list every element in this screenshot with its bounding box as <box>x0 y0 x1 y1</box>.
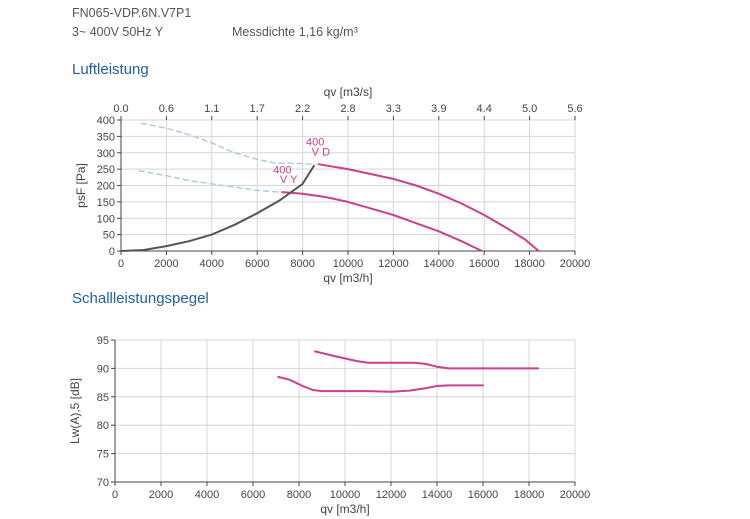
chart-title-schallleistungspegel: Schallleistungspegel <box>72 290 209 307</box>
chart2-x-tick-label: 14000 <box>422 489 453 501</box>
chart1-series-line-4 <box>140 122 313 165</box>
chart2-y-tick-label: 70 <box>97 477 109 489</box>
chart1-x2-tick-label: 5.6 <box>567 103 582 115</box>
chart1-x2-tick-label: 3.9 <box>431 103 446 115</box>
voltage-spec: 3~ 400V 50Hz Y <box>72 25 164 39</box>
chart1-x-tick-label: 8000 <box>290 258 314 270</box>
chart1-y-tick-label: 50 <box>103 230 115 242</box>
chart2-x-tick-label: 20000 <box>560 489 591 501</box>
chart1-x-axis-title: qv [m3/h] <box>323 271 372 285</box>
chart2-x-tick-label: 18000 <box>514 489 545 501</box>
density-spec: Messdichte 1,16 kg/m³ <box>232 25 358 39</box>
chart1-x2-tick-label: 1.7 <box>250 103 265 115</box>
chart2-y-tick-label: 90 <box>97 363 109 375</box>
chart1-x-tick-label: 10000 <box>333 258 364 270</box>
chart1-curve-label: 400 <box>273 164 291 176</box>
chart1-y-tick-label: 100 <box>97 213 115 225</box>
chart1-x-tick-label: 14000 <box>424 258 455 270</box>
chart1-series-line-3 <box>120 164 315 252</box>
chart1-x2-tick-label: 3.3 <box>386 103 401 115</box>
chart1-x2-tick-label: 0.0 <box>113 103 128 115</box>
chart1-y-tick-label: 300 <box>97 148 115 160</box>
chart1-x-tick-label: 18000 <box>514 258 545 270</box>
chart1-curve-label: V D <box>312 146 330 158</box>
chart2-y-tick-label: 80 <box>97 420 109 432</box>
chart1-x2-axis-title: qv [m3/s] <box>324 85 373 99</box>
chart1-y-tick-label: 250 <box>97 164 115 176</box>
model-name: FN065-VDP.6N.V7P1 <box>72 6 192 20</box>
chart1-x-tick-label: 6000 <box>245 258 269 270</box>
chart2-x-tick-label: 8000 <box>287 489 311 501</box>
chart1-y-tick-label: 400 <box>97 115 115 127</box>
chart1-x-tick-label: 20000 <box>560 258 591 270</box>
chart2-x-tick-label: 0 <box>112 489 118 501</box>
chart1-y-tick-label: 200 <box>97 181 115 193</box>
chart2-y-tick-label: 95 <box>97 335 109 347</box>
chart1-x-tick-label: 16000 <box>469 258 500 270</box>
chart2-series-line-2 <box>277 375 484 393</box>
chart1-x-tick-label: 12000 <box>378 258 409 270</box>
chart1-series-line-5 <box>138 170 281 193</box>
chart2-x-tick-label: 16000 <box>468 489 499 501</box>
chart1-x-tick-label: 4000 <box>200 258 224 270</box>
chart1-x-tick-label: 0 <box>118 258 124 270</box>
chart2-x-tick-label: 4000 <box>195 489 219 501</box>
chart2-y-axis-title: Lw(A),5 [dB] <box>68 378 82 444</box>
chart1-y-tick-label: 0 <box>109 246 115 258</box>
chart1-x2-tick-label: 5.0 <box>522 103 537 115</box>
chart1-series-line-1 <box>317 163 540 252</box>
chart1-x2-tick-label: 2.8 <box>340 103 355 115</box>
chart2-x-tick-label: 10000 <box>330 489 361 501</box>
chart1-curve-label: 400 <box>306 137 324 149</box>
chart2-y-tick-label: 75 <box>97 449 109 461</box>
chart1-y-tick-label: 150 <box>97 197 115 209</box>
chart1-y-axis-title: psF [Pa] <box>74 163 88 208</box>
chart2-series-line-1 <box>314 350 540 370</box>
chart1-curve-label: V Y <box>280 174 298 186</box>
chart1-x2-tick-label: 0.6 <box>159 103 174 115</box>
chart1-x-tick-label: 2000 <box>154 258 178 270</box>
chart1-x2-tick-label: 2.2 <box>295 103 310 115</box>
chart2-x-tick-label: 2000 <box>149 489 173 501</box>
chart1-series-line-2 <box>281 191 483 252</box>
chart2-x-axis-title: qv [m3/h] <box>320 502 369 516</box>
chart2-x-tick-label: 12000 <box>376 489 407 501</box>
chart-title-luftleistung: Luftleistung <box>72 61 149 78</box>
chart1-x2-tick-label: 4.4 <box>477 103 492 115</box>
chart2-y-tick-label: 85 <box>97 392 109 404</box>
chart1-y-tick-label: 350 <box>97 131 115 143</box>
chart1-x2-tick-label: 1.1 <box>204 103 219 115</box>
chart2-x-tick-label: 6000 <box>241 489 265 501</box>
